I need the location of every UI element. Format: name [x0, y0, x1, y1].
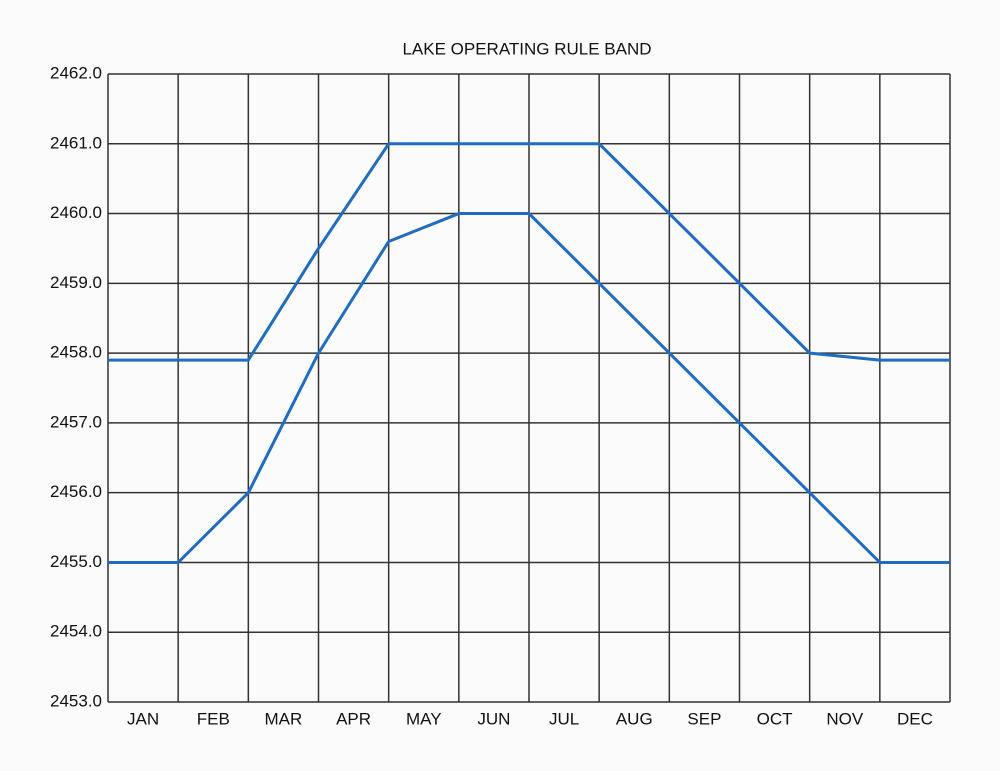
x-tick-label: JAN — [127, 709, 159, 728]
x-tick-label: SEP — [687, 709, 721, 728]
y-tick-label: 2453.0 — [50, 691, 102, 710]
y-tick-label: 2454.0 — [50, 622, 102, 641]
y-tick-label: 2459.0 — [50, 273, 102, 292]
y-tick-label: 2461.0 — [50, 133, 102, 152]
x-tick-label: AUG — [616, 709, 653, 728]
chart-title: LAKE OPERATING RULE BAND — [402, 39, 651, 58]
x-tick-label: FEB — [197, 709, 230, 728]
x-tick-label: MAR — [265, 709, 303, 728]
x-tick-label: OCT — [757, 709, 793, 728]
y-tick-label: 2460.0 — [50, 203, 102, 222]
x-tick-label: JUL — [549, 709, 579, 728]
x-tick-label: JUN — [477, 709, 510, 728]
x-tick-label: DEC — [897, 709, 933, 728]
x-tick-label: APR — [336, 709, 371, 728]
y-tick-label: 2456.0 — [50, 482, 102, 501]
y-tick-label: 2455.0 — [50, 552, 102, 571]
y-tick-label: 2458.0 — [50, 343, 102, 362]
x-tick-label: NOV — [826, 709, 864, 728]
x-tick-label: MAY — [406, 709, 442, 728]
y-tick-label: 2457.0 — [50, 412, 102, 431]
series-line — [108, 142, 950, 362]
y-tick-label: 2462.0 — [50, 63, 102, 82]
series-line — [108, 212, 950, 564]
